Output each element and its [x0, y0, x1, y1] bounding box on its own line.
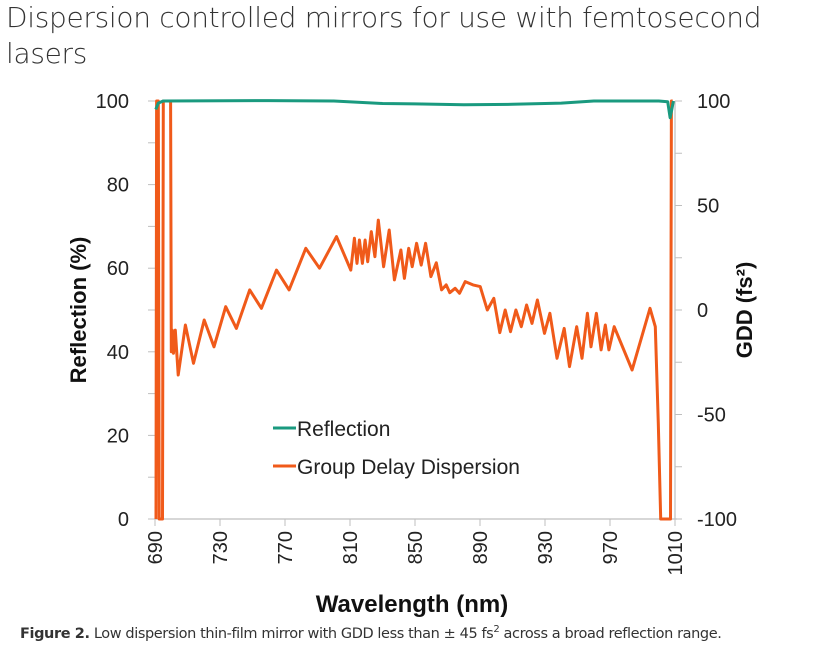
axes: 0 20 40 60 80 100 -100 -50 0 50 100 690 730 770 810 850… — [96, 91, 737, 576]
x-tick-label: 690 — [145, 531, 167, 564]
reflection-line — [154, 99, 675, 120]
y2-axis-title: GDD (fs²) — [732, 262, 757, 359]
x-tick-label: 890 — [470, 531, 492, 564]
x-tick-label: 970 — [600, 531, 622, 564]
caption-superscript: 2 — [493, 624, 500, 635]
gdd-line — [154, 99, 673, 521]
y2-tick-label: -50 — [697, 405, 726, 427]
y-tick-label: 20 — [107, 425, 129, 447]
y-axis-title: Reflection (%) — [66, 237, 91, 384]
legend-label-reflection: Reflection — [297, 418, 390, 441]
y2-tick-label: 0 — [697, 300, 708, 322]
legend: Reflection Group Delay Dispersion — [273, 418, 520, 479]
caption-text: Low dispersion thin-film mirror with GDD… — [93, 625, 494, 642]
x-tick-label: 770 — [275, 531, 297, 564]
caption-tail: across a broad reflection range. — [499, 625, 722, 642]
x-tick-label: 730 — [210, 531, 232, 564]
y-tick-label: 40 — [107, 342, 129, 364]
y-tick-label: 100 — [96, 91, 129, 113]
y-tick-label: 60 — [107, 258, 129, 280]
y2-tick-label: 50 — [697, 196, 719, 218]
series-lines — [154, 99, 675, 521]
x-tick-label: 930 — [535, 531, 557, 564]
figure-caption: Figure 2. Low dispersion thin-film mirro… — [20, 624, 722, 642]
y-tick-label: 80 — [107, 175, 129, 197]
x-axis-title: Wavelength (nm) — [316, 591, 508, 618]
x-tick-label: 1010 — [665, 531, 687, 576]
y-tick-label: 0 — [118, 509, 129, 531]
legend-label-gdd: Group Delay Dispersion — [297, 456, 520, 479]
y2-tick-label: -100 — [697, 509, 737, 531]
x-tick-label: 810 — [340, 531, 362, 564]
caption-label: Figure 2. — [20, 625, 90, 642]
page-title: Dispersion controlled mirrors for use wi… — [6, 1, 762, 70]
y2-tick-label: 100 — [697, 91, 730, 113]
x-tick-label: 850 — [405, 531, 427, 564]
